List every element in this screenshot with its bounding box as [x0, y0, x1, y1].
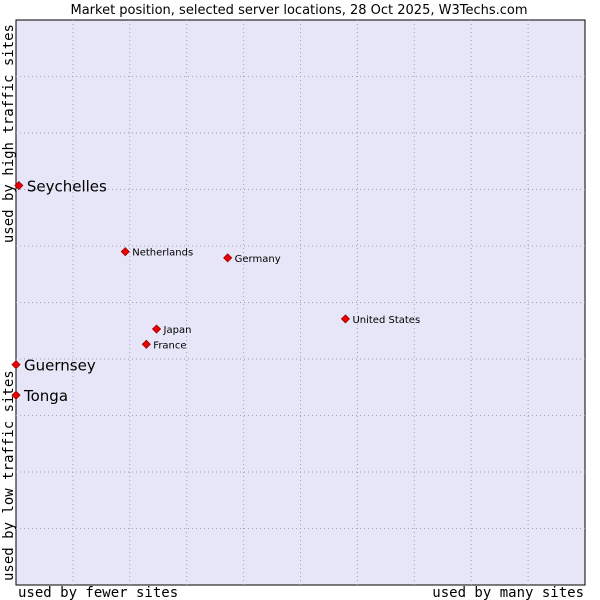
point-marker-united-states: [340, 314, 351, 324]
grid-lines: [16, 20, 585, 585]
x-axis-label-left: used by fewer sites: [18, 585, 178, 600]
point-marker-guernsey: [11, 360, 21, 370]
point-label-tonga: Tonga: [23, 387, 68, 405]
point-label-japan: Japan: [163, 325, 192, 336]
point-label-united-states: United States: [352, 315, 420, 326]
point-label-germany: Germany: [235, 254, 281, 265]
point-label-seychelles: Seychelles: [27, 178, 107, 196]
y-axis-label-bottom: used by low traffic sites: [1, 370, 17, 581]
point-label-netherlands: Netherlands: [132, 248, 193, 259]
data-points: Seychelles Netherlands Germany United State…: [11, 178, 420, 405]
point-label-france: France: [153, 340, 186, 351]
chart-title: Market position, selected server locatio…: [70, 3, 527, 18]
point-marker-germany: [223, 253, 233, 263]
point-marker-japan: [151, 324, 162, 334]
x-axis-label-right: used by many sites: [432, 585, 584, 600]
point-marker-tonga: [11, 390, 21, 400]
point-label-guernsey: Guernsey: [24, 357, 96, 375]
point-marker-seychelles: [14, 180, 24, 191]
point-marker-netherlands: [120, 247, 130, 257]
point-marker-france: [141, 339, 151, 349]
y-axis-label-top: used by high traffic sites: [1, 24, 17, 243]
